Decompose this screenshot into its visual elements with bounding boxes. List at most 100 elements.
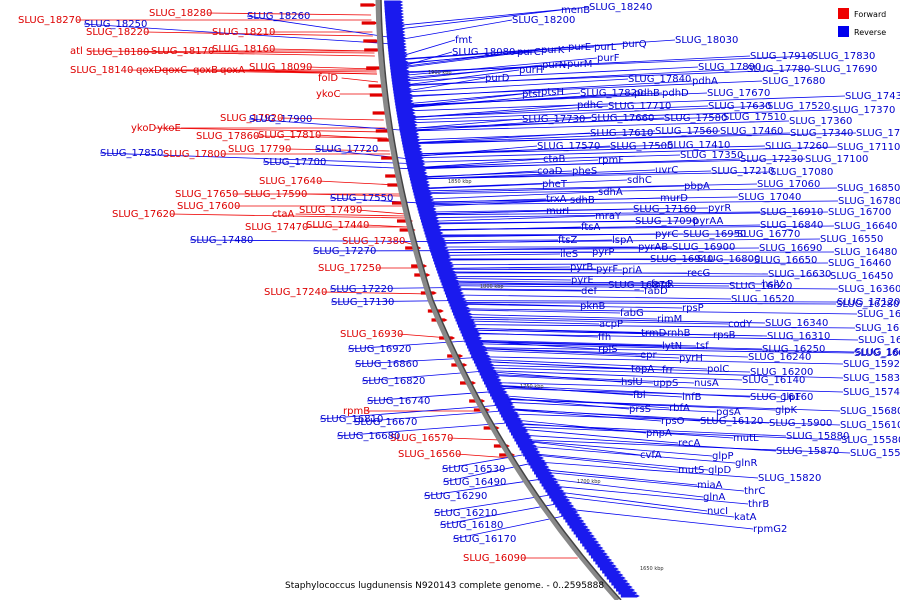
gene-label-slug-16530[interactable]: SLUG_16530 [442, 464, 505, 475]
gene-label-ykod[interactable]: ykoD [131, 123, 156, 134]
gene-label-slug-17910[interactable]: SLUG_17910 [750, 51, 813, 62]
gene-label-slug-17110[interactable]: SLUG_17110 [837, 142, 900, 153]
gene-label-cody[interactable]: codY [728, 319, 753, 330]
gene-label-fmt[interactable]: fmt [455, 35, 472, 46]
gene-label-pgsa[interactable]: pgsA [716, 407, 741, 418]
gene-label-slug-17240[interactable]: SLUG_17240 [264, 287, 327, 298]
gene-label-slug-16700[interactable]: SLUG_16700 [828, 207, 891, 218]
gene-label-slug-17610[interactable]: SLUG_17610 [590, 128, 653, 139]
gene-label-muts[interactable]: mutS [678, 465, 704, 476]
gene-label-slug-15820[interactable]: SLUG_15820 [758, 473, 821, 484]
gene-label-slug-17460[interactable]: SLUG_17460 [720, 126, 783, 137]
gene-label-slug-16200[interactable]: SLUG_16200 [750, 367, 813, 378]
gene-label-rpsp[interactable]: rpsP [682, 303, 704, 314]
gene-label-slug-18090[interactable]: SLUG_18090 [249, 62, 312, 73]
gene-label-slug-17640[interactable]: SLUG_17640 [259, 176, 322, 187]
gene-label-slug-16460[interactable]: SLUG_16460 [828, 258, 891, 269]
gene-label-slug-17130[interactable]: SLUG_17130 [331, 297, 394, 308]
gene-label-slug-16810[interactable]: SLUG_16810 [320, 414, 383, 425]
gene-label-rpmf[interactable]: rpmF [598, 155, 624, 166]
gene-label-miaa[interactable]: miaA [697, 480, 723, 491]
gene-label-mray[interactable]: mraY [595, 211, 622, 222]
gene-label-slug-17230[interactable]: SLUG_17230 [740, 154, 803, 165]
gene-label-slug-17120[interactable]: SLUG_17120 [837, 297, 900, 308]
gene-label-pdhc[interactable]: pdhC [577, 100, 603, 111]
gene-label-slug-17360[interactable]: SLUG_17360 [789, 116, 852, 127]
gene-label-qoxc[interactable]: qoxC [162, 65, 187, 76]
gene-label-slug-17060[interactable]: SLUG_17060 [757, 179, 820, 190]
gene-label-ctaa[interactable]: ctaA [272, 209, 295, 220]
gene-label-rpmg2[interactable]: rpmG2 [753, 524, 787, 535]
gene-label-slug-16780[interactable]: SLUG_16780 [838, 196, 900, 207]
gene-label-slug-17800[interactable]: SLUG_17800 [163, 149, 226, 160]
gene-label-thrc[interactable]: thrC [744, 486, 765, 497]
gene-label-fapr[interactable]: fapR [651, 279, 674, 290]
gene-label-pure[interactable]: purE [568, 42, 591, 53]
gene-label-thrb[interactable]: thrB [748, 499, 769, 510]
gene-label-menb[interactable]: menB [561, 5, 590, 16]
gene-label-polc[interactable]: polC [707, 364, 729, 375]
gene-label-pyrab[interactable]: pyrAB [638, 242, 668, 253]
gene-label-slug-16850[interactable]: SLUG_16850 [837, 183, 900, 194]
gene-label-pyrp[interactable]: pyrP [592, 247, 614, 258]
gene-label-acpp[interactable]: acpP [599, 319, 623, 330]
gene-label-trmd[interactable]: trmD [641, 328, 667, 339]
gene-label-slug-17380[interactable]: SLUG_17380 [342, 236, 405, 247]
gene-label-prss[interactable]: prsS [629, 404, 651, 415]
gene-label-qoxd[interactable]: qoxD [136, 65, 162, 76]
gene-label-slug-16120[interactable]: SLUG_16120 [700, 416, 763, 427]
gene-label-slug-16630[interactable]: SLUG_16630 [768, 269, 831, 280]
gene-label-nusa[interactable]: nusA [694, 378, 719, 389]
gene-label-glna[interactable]: glnA [703, 492, 725, 503]
gene-label-glnr[interactable]: glnR [735, 458, 757, 469]
gene-label-slug-16900[interactable]: SLUG_16900 [672, 242, 735, 253]
gene-label-slug-16690[interactable]: SLUG_16690 [759, 243, 822, 254]
gene-label-reca[interactable]: recA [678, 438, 701, 449]
gene-label-slug-18260[interactable]: SLUG_18260 [247, 11, 310, 22]
gene-label-purq[interactable]: purQ [622, 39, 647, 50]
gene-label-hslu[interactable]: hslU [621, 377, 643, 388]
gene-label-slug-16820[interactable]: SLUG_16820 [362, 376, 425, 387]
gene-label-glpd[interactable]: glpD [708, 465, 731, 476]
gene-label-lspa[interactable]: lspA [612, 235, 633, 246]
gene-label-slug-15880[interactable]: SLUG_15880 [786, 431, 849, 442]
gene-label-nuci[interactable]: nucI [707, 506, 728, 517]
gene-label-slug-17690[interactable]: SLUG_17690 [814, 64, 877, 75]
gene-label-slug-17470[interactable]: SLUG_17470 [245, 222, 308, 233]
gene-label-slug-18180[interactable]: SLUG_18180 [86, 47, 149, 58]
gene-label-pyraa[interactable]: pyrAA [693, 216, 723, 227]
gene-label-slug-16870[interactable]: SLUG_16870 [608, 280, 671, 291]
gene-label-slug-16620[interactable]: SLUG_16620 [729, 281, 792, 292]
gene-label-purd[interactable]: purD [485, 73, 510, 84]
gene-label-sdhc[interactable]: sdhC [627, 175, 652, 186]
gene-label-slug-16000[interactable]: SLUG_16000 [854, 348, 900, 359]
gene-label-slug-17480[interactable]: SLUG_17480 [190, 235, 253, 246]
gene-label-slug-16050[interactable]: SLUG_16050 [858, 335, 900, 346]
gene-label-slug-16090[interactable]: SLUG_16090 [463, 553, 526, 564]
gene-label-slug-15830[interactable]: SLUG_15830 [843, 373, 900, 384]
gene-label-pyrf[interactable]: pyrF [596, 264, 618, 275]
gene-label-slug-17350[interactable]: SLUG_17350 [680, 150, 743, 161]
gene-label-slug-17500[interactable]: SLUG_17500 [610, 141, 673, 152]
gene-label-rpmb[interactable]: rpmB [343, 406, 370, 417]
gene-label-slug-16640[interactable]: SLUG_16640 [834, 221, 897, 232]
gene-label-slug-17890[interactable]: SLUG_17890 [698, 62, 761, 73]
gene-label-qoxa[interactable]: qoxA [220, 65, 245, 76]
gene-label-slug-16860[interactable]: SLUG_16860 [355, 359, 418, 370]
gene-label-infb[interactable]: infB [682, 392, 702, 403]
gene-label-phes[interactable]: pheS [572, 166, 597, 177]
gene-label-slug-16560[interactable]: SLUG_16560 [398, 449, 461, 460]
gene-label-ftsa[interactable]: ftsA [581, 222, 600, 233]
gene-label-slug-18170[interactable]: SLUG_18170 [151, 46, 214, 57]
gene-label-ykoe[interactable]: ykoE [157, 123, 181, 134]
gene-label-slug-17590[interactable]: SLUG_17590 [244, 189, 307, 200]
gene-label-ctab[interactable]: ctaB [543, 154, 566, 165]
gene-label-slug-17550[interactable]: SLUG_17550 [330, 193, 393, 204]
gene-label-slug-17710[interactable]: SLUG_17710 [608, 101, 671, 112]
gene-label-slug-17630[interactable]: SLUG_17630 [708, 101, 771, 112]
gene-label-slug-17700[interactable]: SLUG_17700 [263, 157, 326, 168]
gene-label-slug-17730[interactable]: SLUG_17730 [522, 114, 585, 125]
gene-label-ftsz[interactable]: ftsZ [558, 235, 577, 246]
gene-label-slug-16210[interactable]: SLUG_16210 [434, 508, 497, 519]
gene-label-slug-17820[interactable]: SLUG_17820 [580, 88, 643, 99]
